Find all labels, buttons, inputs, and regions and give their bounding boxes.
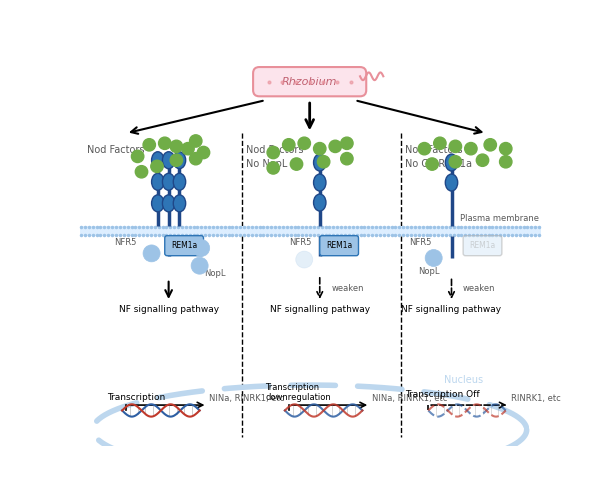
Circle shape: [290, 158, 302, 170]
Circle shape: [341, 137, 353, 149]
Circle shape: [267, 146, 280, 159]
Text: NopL: NopL: [418, 268, 440, 277]
Circle shape: [192, 239, 210, 257]
Text: Plasma membrane: Plasma membrane: [460, 214, 539, 223]
Text: Transcription Off: Transcription Off: [405, 390, 480, 399]
Text: REM1a: REM1a: [326, 241, 352, 250]
Circle shape: [182, 142, 194, 155]
Circle shape: [159, 137, 171, 149]
Ellipse shape: [173, 173, 186, 190]
Text: Nod Factors: Nod Factors: [405, 145, 462, 155]
Text: Nod Factors: Nod Factors: [87, 145, 145, 155]
Bar: [79, 225, 541, 236]
Circle shape: [136, 166, 148, 178]
Circle shape: [318, 156, 330, 168]
Text: RINRK1, etc: RINRK1, etc: [511, 394, 561, 403]
Text: No GmREM1a: No GmREM1a: [405, 159, 472, 169]
FancyBboxPatch shape: [253, 67, 366, 96]
Circle shape: [484, 139, 497, 151]
Circle shape: [298, 137, 310, 149]
Circle shape: [341, 152, 353, 165]
Ellipse shape: [152, 173, 164, 190]
Text: Transcription
downregulation: Transcription downregulation: [266, 383, 332, 402]
Circle shape: [151, 160, 163, 172]
Ellipse shape: [162, 173, 175, 190]
Ellipse shape: [152, 152, 164, 169]
Ellipse shape: [152, 195, 164, 212]
Circle shape: [143, 139, 155, 151]
Ellipse shape: [445, 154, 458, 171]
Ellipse shape: [313, 194, 326, 211]
Circle shape: [426, 158, 439, 170]
Text: REM1a: REM1a: [469, 241, 495, 250]
Text: NINa, RINRK1, etc: NINa, RINRK1, etc: [209, 394, 284, 403]
Text: No NopL: No NopL: [246, 159, 287, 169]
Circle shape: [283, 139, 295, 151]
Circle shape: [313, 142, 326, 155]
FancyBboxPatch shape: [320, 235, 359, 256]
Text: weaken: weaken: [332, 284, 364, 293]
Circle shape: [329, 140, 341, 152]
Text: NFR5: NFR5: [114, 238, 136, 247]
Ellipse shape: [173, 152, 186, 169]
Text: NF signalling pathway: NF signalling pathway: [270, 305, 370, 314]
Circle shape: [500, 156, 512, 168]
Ellipse shape: [173, 195, 186, 212]
Ellipse shape: [313, 174, 326, 191]
Text: NFR5: NFR5: [289, 238, 311, 247]
FancyBboxPatch shape: [165, 235, 203, 256]
Circle shape: [449, 156, 462, 168]
Circle shape: [189, 152, 202, 165]
Text: weaken: weaken: [463, 284, 495, 293]
Circle shape: [189, 135, 202, 147]
Text: NFR5: NFR5: [409, 238, 431, 247]
Circle shape: [296, 251, 313, 268]
Circle shape: [267, 162, 280, 174]
Circle shape: [449, 140, 462, 152]
Circle shape: [476, 154, 489, 166]
Text: NINa, RINRK1, etc: NINa, RINRK1, etc: [371, 394, 447, 403]
Circle shape: [434, 137, 446, 149]
Circle shape: [197, 146, 210, 159]
FancyBboxPatch shape: [463, 235, 502, 256]
Circle shape: [191, 257, 208, 274]
Text: Nod Factors: Nod Factors: [246, 145, 304, 155]
Circle shape: [170, 140, 183, 152]
Text: REM1a: REM1a: [171, 241, 197, 250]
Text: NopL: NopL: [204, 269, 226, 278]
Circle shape: [500, 142, 512, 155]
Ellipse shape: [162, 152, 175, 169]
Ellipse shape: [313, 154, 326, 171]
Ellipse shape: [445, 174, 458, 191]
Ellipse shape: [162, 195, 175, 212]
Text: Rhzobium: Rhzobium: [282, 78, 338, 88]
Circle shape: [425, 249, 442, 267]
Circle shape: [131, 150, 144, 162]
Text: NF signalling pathway: NF signalling pathway: [119, 305, 218, 314]
Text: NF signalling pathway: NF signalling pathway: [402, 305, 502, 314]
Circle shape: [418, 142, 431, 155]
Circle shape: [465, 142, 477, 155]
Text: Transcription: Transcription: [106, 393, 165, 402]
Circle shape: [170, 154, 183, 166]
Text: Nucleus: Nucleus: [443, 375, 483, 385]
Circle shape: [143, 245, 160, 262]
